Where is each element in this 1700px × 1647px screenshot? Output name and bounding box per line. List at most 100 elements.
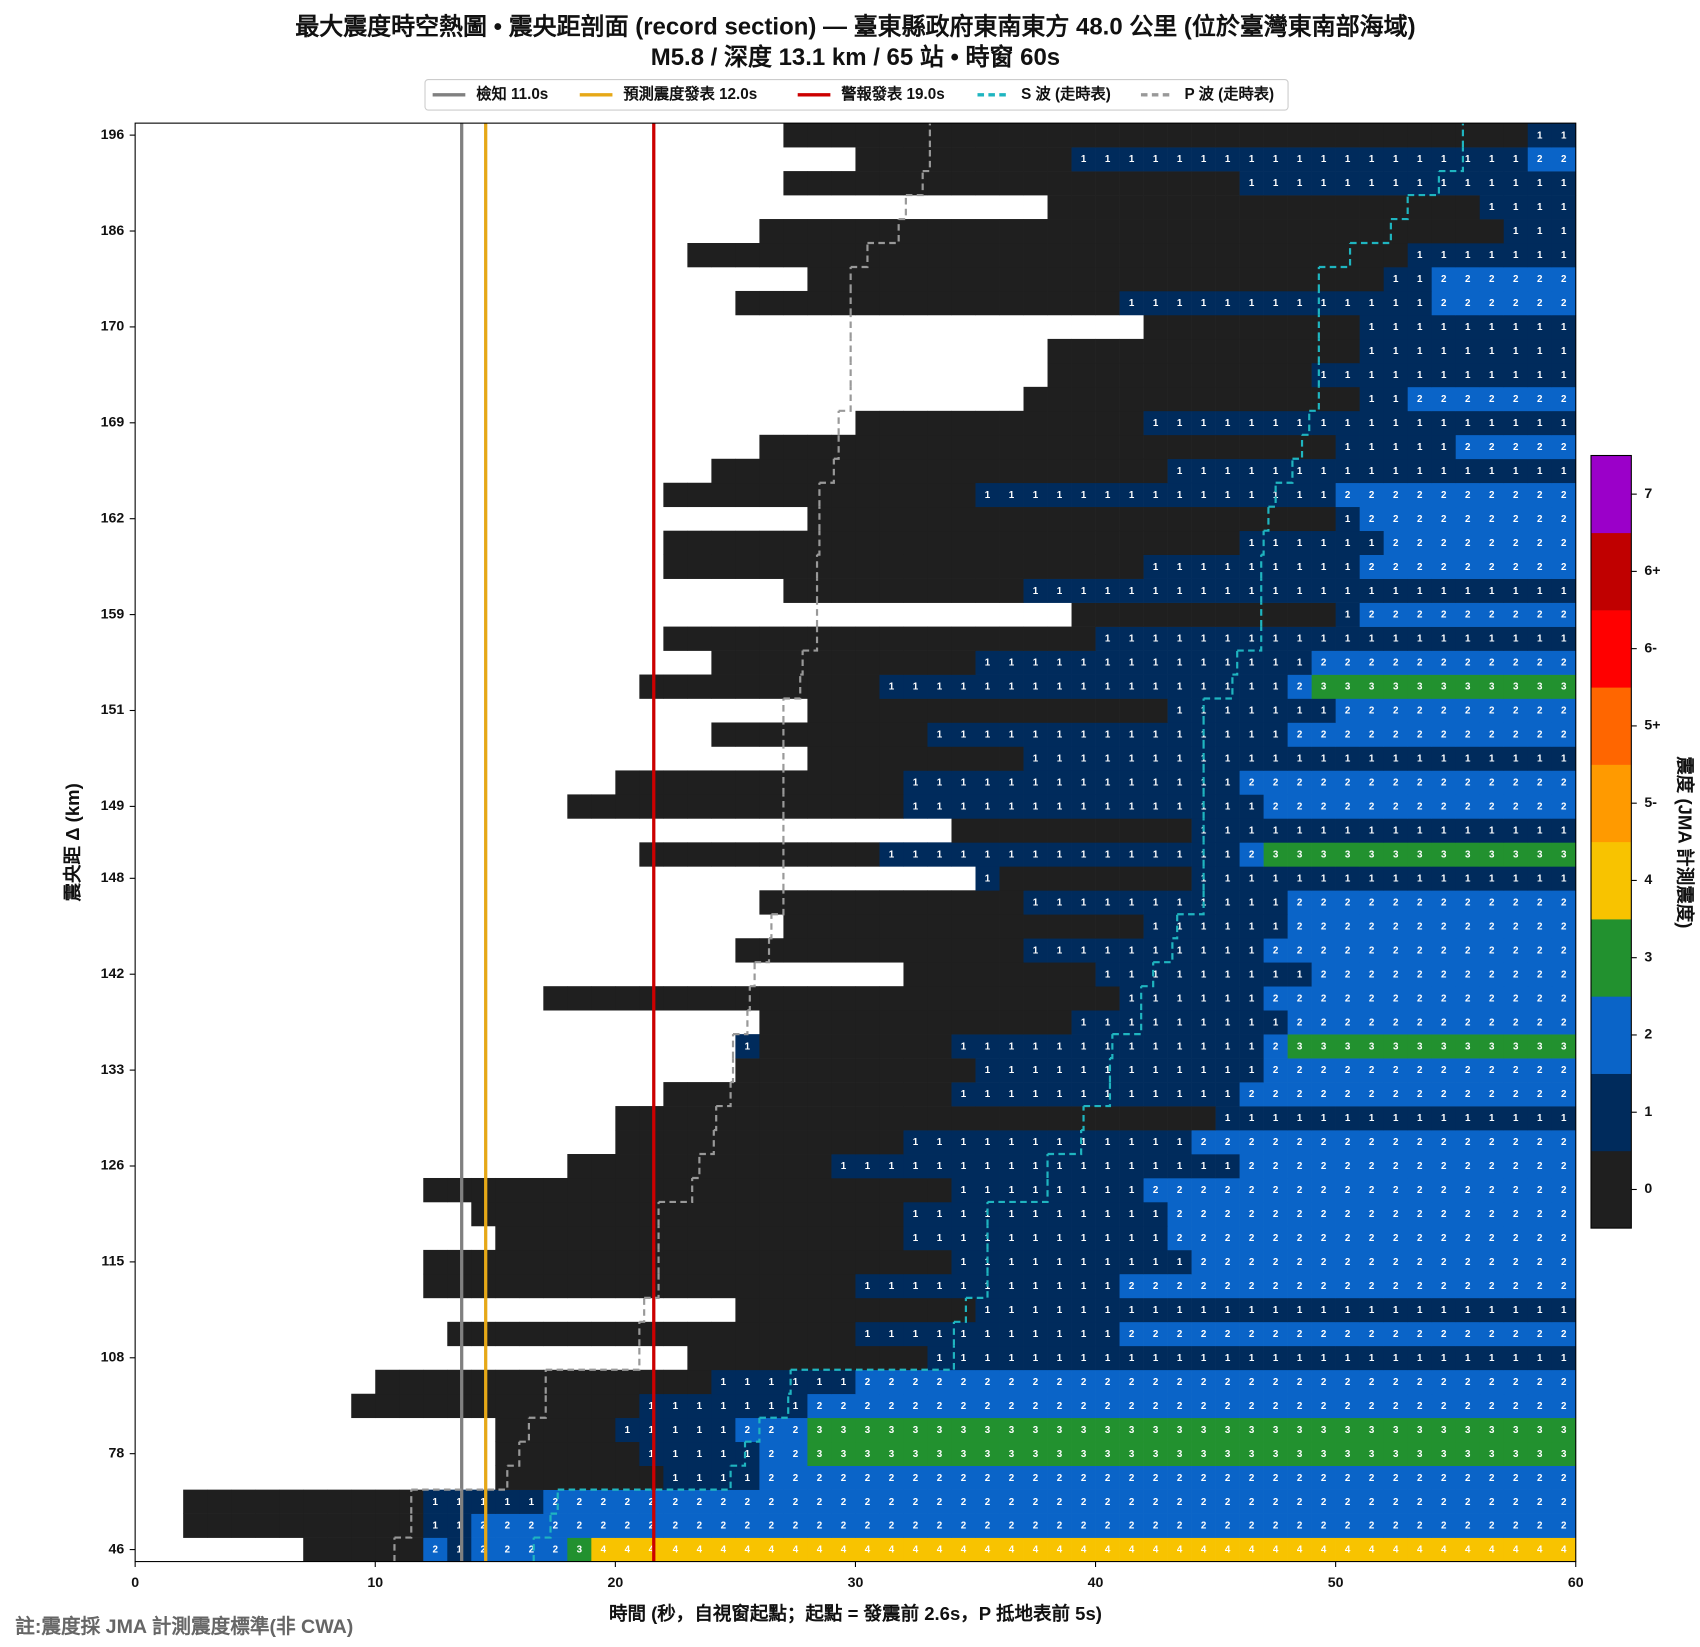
cell-label: 2 [1489, 1281, 1495, 1292]
heatmap-cell [1047, 1441, 1072, 1466]
heatmap-cell [711, 1106, 736, 1131]
cell-label: 3 [1225, 1425, 1231, 1436]
heatmap-cell [1287, 770, 1312, 795]
cell-label: 1 [985, 1041, 991, 1052]
cell-label: 1 [985, 1089, 991, 1100]
cell-label: 2 [817, 1473, 823, 1484]
cell-label: 2 [1417, 1377, 1423, 1388]
cell-label: 1 [697, 1401, 703, 1412]
cell-label: 2 [1537, 442, 1543, 453]
heatmap-cell [831, 1106, 856, 1131]
heatmap-cell [951, 626, 976, 651]
cell-label: 3 [1537, 1041, 1543, 1052]
cell-label: 1 [1009, 1065, 1015, 1076]
cell-label: 1 [1177, 993, 1183, 1004]
cell-label: 2 [1297, 1017, 1303, 1028]
heatmap-cell [1047, 650, 1072, 675]
heatmap-cell [1215, 1201, 1240, 1227]
cell-label: 3 [1273, 849, 1279, 860]
heatmap-cell [1287, 842, 1312, 867]
cell-label: 2 [1393, 1161, 1399, 1172]
cell-label: 1 [1057, 1089, 1063, 1100]
heatmap-cell [1503, 1130, 1529, 1155]
heatmap-cell [1143, 842, 1168, 867]
cell-label: 1 [1057, 945, 1063, 956]
heatmap-cell [855, 1297, 880, 1323]
heatmap-cell [927, 1034, 952, 1059]
cell-label: 2 [1129, 1329, 1135, 1340]
cell-label: 1 [1417, 826, 1423, 837]
cell-label: 1 [1033, 658, 1039, 669]
heatmap-cell [1551, 866, 1577, 891]
heatmap-cell [1503, 650, 1529, 675]
cell-label: 1 [1177, 969, 1183, 980]
cell-label: 3 [1369, 1041, 1375, 1052]
heatmap-cell [1143, 1010, 1168, 1035]
cell-label: 2 [1537, 1401, 1543, 1412]
y-tick-label: 186 [101, 223, 125, 239]
cell-label: 1 [1177, 586, 1183, 597]
heatmap-cell [1551, 890, 1577, 915]
heatmap-cell [1335, 243, 1360, 268]
heatmap-cell [1023, 1106, 1048, 1131]
heatmap-cell [1095, 962, 1120, 987]
heatmap-cell [1215, 794, 1240, 819]
cell-label: 4 [841, 1545, 847, 1556]
heatmap-cell [1071, 674, 1096, 699]
cell-label: 2 [1537, 490, 1543, 501]
cell-label: 1 [1345, 873, 1351, 884]
heatmap-cell [1503, 1034, 1529, 1059]
cell-label: 3 [1321, 1425, 1327, 1436]
heatmap-cell [1359, 1082, 1384, 1107]
cell-label: 2 [1561, 1089, 1567, 1100]
cell-label: 1 [1369, 298, 1375, 309]
cell-label: 1 [1393, 1305, 1399, 1316]
heatmap-cell [1359, 482, 1384, 508]
cell-label: 3 [1129, 1425, 1135, 1436]
heatmap-cell [999, 962, 1024, 987]
heatmap-cell [1479, 290, 1505, 316]
wave-line [533, 1513, 552, 1539]
heatmap-cell [927, 914, 952, 939]
cell-label: 2 [1465, 562, 1471, 573]
heatmap-cell [1551, 938, 1577, 963]
y-axis-label: 震央距 Δ (km) [62, 783, 83, 901]
cell-label: 1 [1009, 682, 1015, 693]
heatmap-cell [1215, 650, 1240, 675]
heatmap-cell [879, 1177, 904, 1203]
wave-line [833, 434, 840, 460]
heatmap-cell [1095, 386, 1120, 412]
cell-label: 2 [1297, 1473, 1303, 1484]
heatmap-cell [1095, 1297, 1120, 1323]
cell-label: 1 [985, 1353, 991, 1364]
cell-label: 2 [1153, 1521, 1159, 1532]
heatmap-cell [663, 674, 688, 699]
heatmap-cell [807, 1082, 832, 1107]
cell-label: 2 [1417, 658, 1423, 669]
cell-label: 2 [1249, 1497, 1255, 1508]
cell-label: 1 [1345, 466, 1351, 477]
cell-label: 1 [1177, 1257, 1183, 1268]
heatmap-cell [1431, 1130, 1457, 1155]
cell-label: 1 [1225, 730, 1231, 741]
heatmap-cell [759, 1537, 784, 1562]
cell-label: 1 [1537, 634, 1543, 645]
wave-line [730, 1058, 735, 1084]
cell-label: 1 [1489, 346, 1495, 357]
heatmap-cell [951, 818, 976, 843]
heatmap-cell [1119, 986, 1144, 1011]
heatmap-cell [1383, 1082, 1409, 1107]
heatmap-cell [1359, 1441, 1384, 1466]
heatmap-cell [1479, 482, 1505, 508]
cell-label: 2 [1129, 1473, 1135, 1484]
heatmap-cell [1311, 171, 1336, 196]
heatmap-cell [1383, 722, 1409, 747]
heatmap-cell [951, 554, 976, 579]
heatmap-cell [1527, 1034, 1553, 1059]
heatmap-cell [1263, 1297, 1288, 1323]
cell-label: 1 [1297, 154, 1303, 165]
heatmap-cell [1503, 219, 1529, 244]
cell-label: 2 [1297, 1065, 1303, 1076]
heatmap-cell [543, 1441, 568, 1466]
heatmap-cell [1287, 530, 1312, 555]
